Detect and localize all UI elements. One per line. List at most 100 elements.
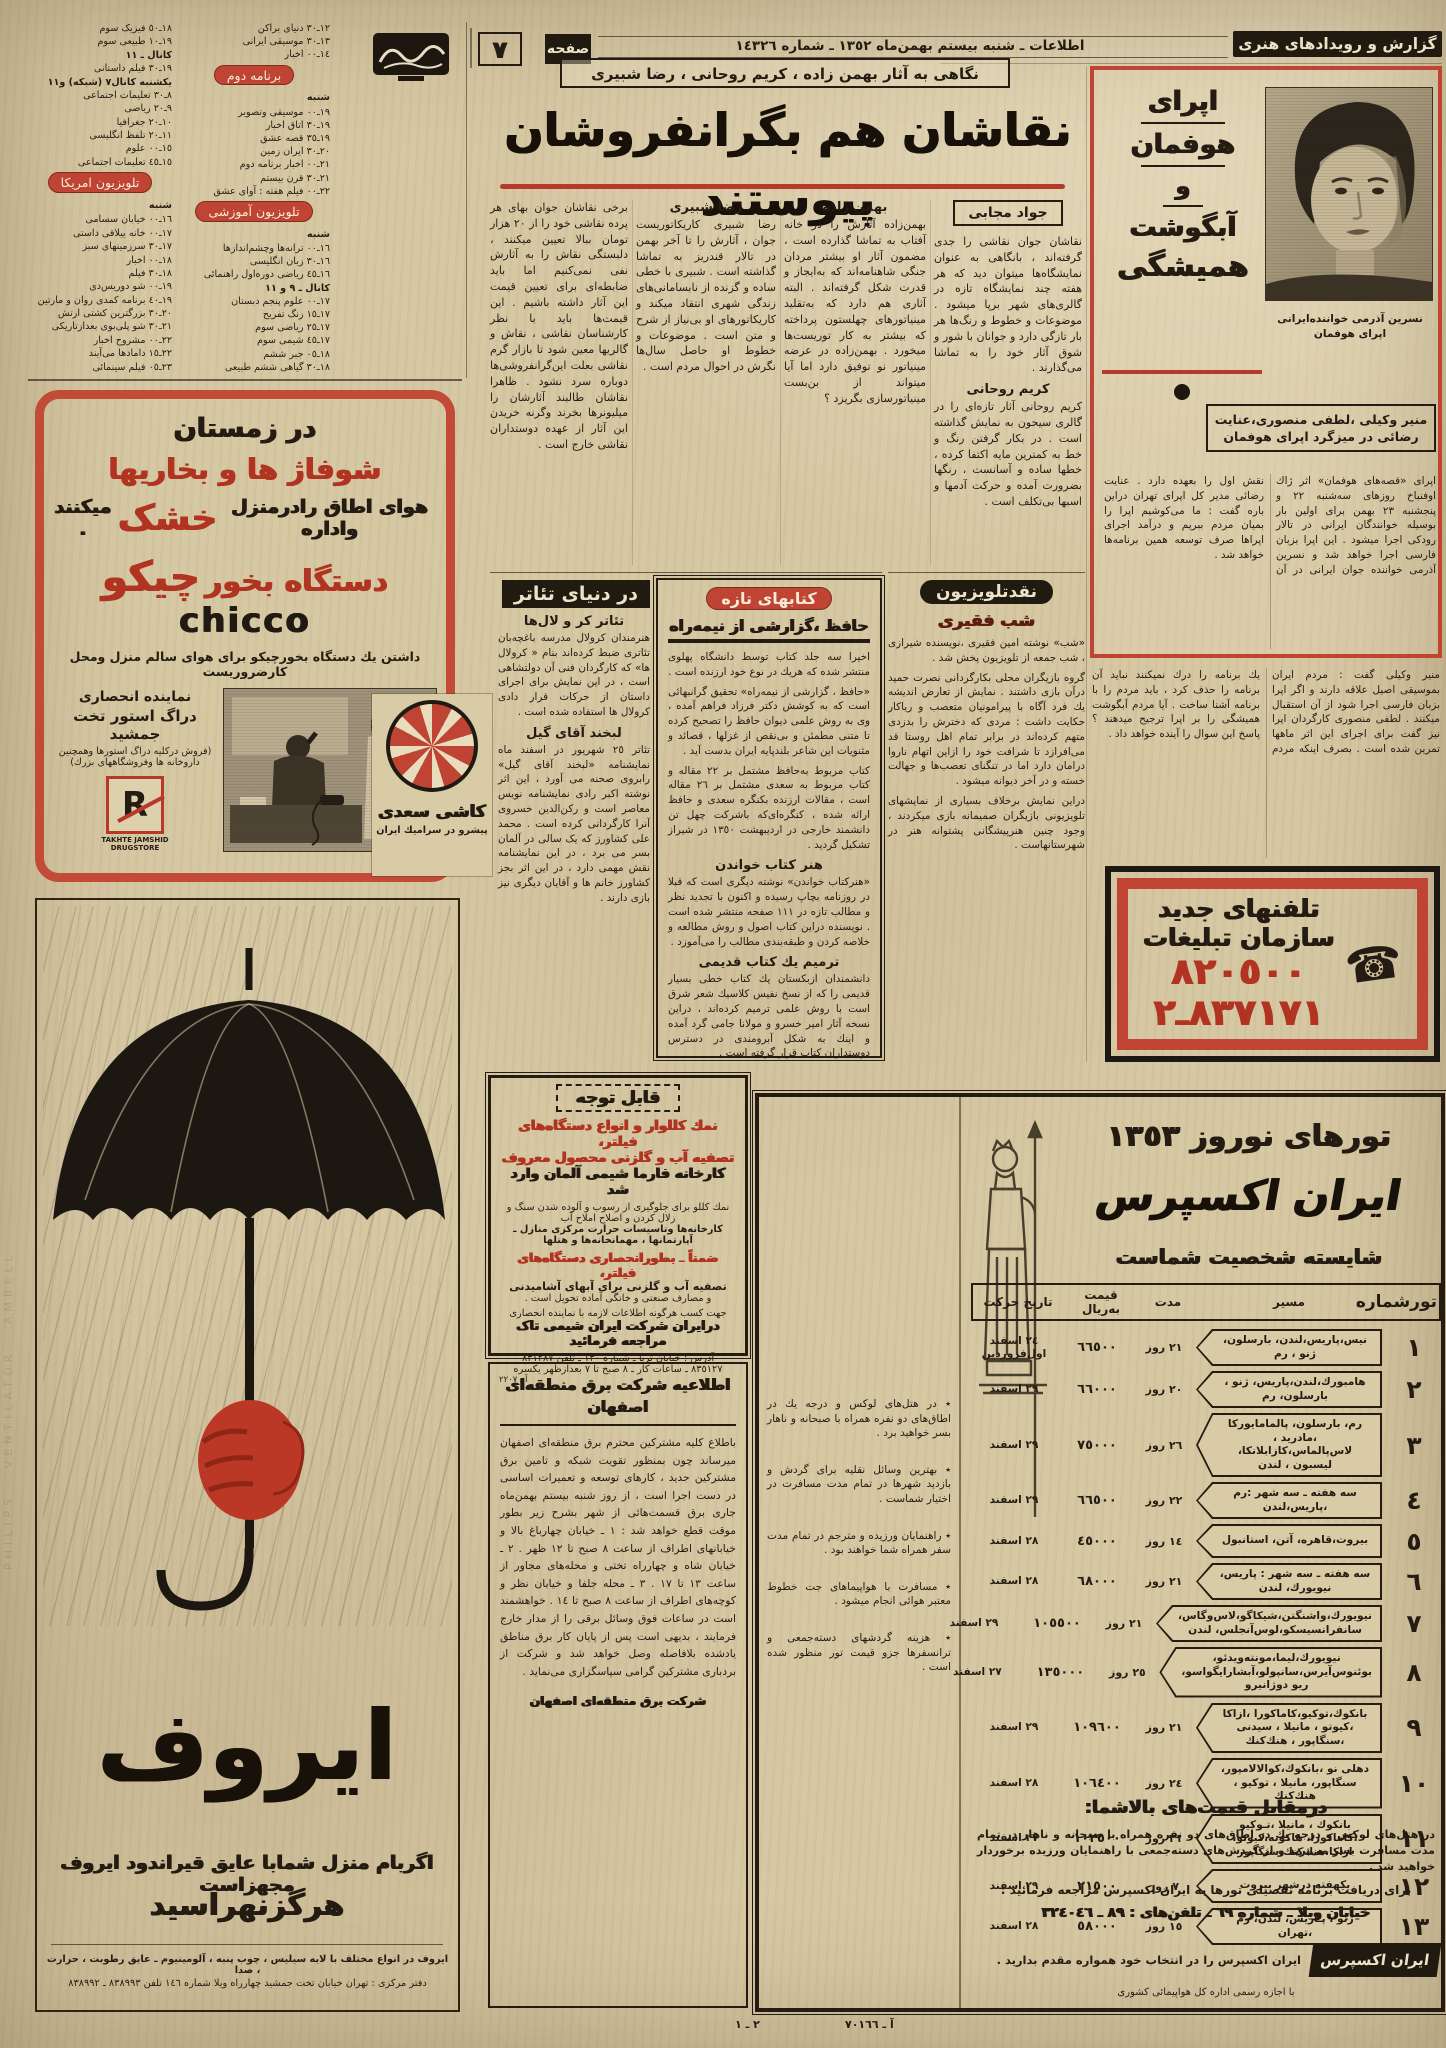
chem-line-bold: کارخانه فارما شیمی آلمان وارد شد bbox=[510, 1166, 726, 1198]
tv-listing-line: ١٥ـ٠٠ علوم bbox=[125, 143, 172, 155]
header-date: تاریخ حرکت bbox=[983, 1294, 1053, 1309]
tour-price: ٦٦٠٠٠ bbox=[1077, 1382, 1117, 1397]
tv-listing-line: ٨ـ٣٠ تعلیمات اجتماعی bbox=[83, 89, 172, 101]
tv-listing-line: ١٦ـ٤٥ ریاضی دوره‌اول راهنمائی bbox=[203, 269, 330, 281]
tour-days: ٢١ روز bbox=[1145, 1721, 1183, 1735]
books-paragraph: «حافظ ، گزارشی از نیمه‌راه» تحقیق گرانبه… bbox=[668, 685, 870, 757]
umbrella-illustration bbox=[53, 948, 445, 1611]
roundtable-note-box: منیر وکیلی ،لطفی منصوری،عنایت رضائی در م… bbox=[1206, 404, 1436, 452]
tv-listing-line: ٢١ـ٣٠ قرن بیستم bbox=[260, 172, 330, 184]
article-column-1: برخی نقاشان جوان بهای هر پرده نقاشی خود … bbox=[490, 201, 628, 451]
date-line: اطلاعات ـ شنبه بیستم بهمن‌ماه ١٣٥٢ ـ شما… bbox=[735, 38, 1085, 54]
tour-notes-list: ٭ در هتل‌های لوکس و درجه یك در اطاق‌های … bbox=[767, 1397, 951, 1697]
singer-photo bbox=[1266, 88, 1432, 300]
header-route: مسیر bbox=[1272, 1295, 1305, 1309]
tv-listing-line: ٢٠ـ٣٠ بزرگترین کشتی ارتش bbox=[57, 308, 172, 320]
tour-route-cell: نیویورك،لیما،مونته‌ویدئو، بوئنوس‌آیرس،سا… bbox=[1159, 1647, 1382, 1698]
route-arrow-shape: نیس،پاریس،لندن، بارسلون، ژنو ، رم bbox=[1196, 1329, 1382, 1366]
article-column-2: رضا شبیری رضا شبیری کاریکاتوریست جوان ، … bbox=[636, 200, 776, 568]
books-section-box: کتابهای تازه حافظ ،گزارشی از نیمه‌راه اخ… bbox=[653, 575, 885, 1061]
tour-route-text: بانکوك ، مانیلا ،تـوکیو ،کاماکورا، هاکون… bbox=[1198, 1815, 1380, 1862]
tour-date: ٢٨ اسفند bbox=[989, 1534, 1039, 1547]
tour-number: ١٣ bbox=[1398, 1912, 1430, 1941]
tour-note-item: ٭ هزینه گردشهای دسته‌جمعی و ترانسفرها جز… bbox=[767, 1631, 951, 1674]
bullet-dot bbox=[1174, 384, 1190, 400]
tv-listing-line: ١٧ـ١٥ زنگ تفریح bbox=[262, 308, 330, 320]
article-headline: نقاشان هم بگرانفروشان پیوستند bbox=[504, 103, 1072, 226]
tour-price: ١٠٢٥٠٠ bbox=[1073, 1831, 1121, 1847]
tv-schedule-column-second: ١٨ـ٥٠ فیزیک سوم ١٩ـ١٠ طبیعی سوم کانال ـ … bbox=[28, 22, 172, 374]
tour-days: ٢١ روز bbox=[1145, 1341, 1183, 1354]
tv-listing-line: ١٦ـ٣٠ زبان انگلیسی bbox=[249, 256, 330, 268]
tour-route-text: هامبورك،لندن،پاریس، ژنو ، بارسلون، رم bbox=[1198, 1373, 1380, 1406]
tour-days: ٢١ روز bbox=[1105, 1617, 1143, 1630]
tour-route-text: سه هفته ـ سه شهر :رم ،پاریس،لندن bbox=[1198, 1484, 1380, 1517]
tour-route-cell: بانکوك،توکیو،کاماکورا ،ازاکا ،کیوتو ، ما… bbox=[1196, 1702, 1382, 1753]
chicco-text-part: هوای اطاق رادرمنزل واداره bbox=[231, 496, 429, 540]
tv-listing-line: ١٥ـ٤٥ تعلیمات اجتماعی bbox=[77, 156, 172, 168]
route-arrow-shape: ژنو ، پـاریس، لندن، رم ،تهران bbox=[1196, 1908, 1382, 1945]
chem-line: تصفیه آب و گلزنی برای آبهای آشامیدنی bbox=[509, 1280, 727, 1293]
caption-line: نسرین آذرمی خواننده‌ایرانی bbox=[1277, 313, 1423, 325]
critic-paragraph: «شب» نوشته امین فقیری ،نویسنده شیرازی ، … bbox=[888, 637, 1085, 664]
chicco-line-winter: در زمستان bbox=[173, 413, 317, 444]
tour-contact-line: برای دریافت برنامه تفصیلی تورها به ایران… bbox=[1000, 1883, 1412, 1897]
tv-listing-line: ٢٢ـ٠٠ مشروح اخبار bbox=[93, 334, 172, 346]
chem-address: ٨٣٥١٢٧ ـ ساعات کار ـ ٨ صبح تا ٧ بعدازظهر… bbox=[513, 1364, 723, 1375]
tour-route-cell: ژنو ، پـاریس، لندن، رم ،تهران bbox=[1196, 1908, 1382, 1945]
tv-listing-line: ١٩ـ٣٠ اتاق اخبار bbox=[265, 119, 330, 131]
tour-days: ٢٥ روز bbox=[1109, 1665, 1146, 1679]
portrait-illustration bbox=[1266, 88, 1432, 300]
tour-price: ٦٦٥٠٠ bbox=[1077, 1493, 1117, 1508]
theater-subhead: تئاتر کر و لال‌ها bbox=[523, 614, 625, 629]
tv-listing-line: ٢١ـ٣٠ شو پلی‌بوی بعدازتاریکی bbox=[51, 321, 172, 333]
critic-paragraph: گروه بازیگران محلی بکارگردانی نصرت حمید … bbox=[888, 671, 1085, 788]
tv-listing-line: ١٩ـ١٠ طبیعی سوم bbox=[97, 36, 172, 48]
izoroof-slogan-main: هرگزنهراسید bbox=[149, 1888, 345, 1923]
title-word: هوفمان bbox=[1130, 129, 1236, 160]
tour-table-header-row: تورشماره مسیر مدت قیمت به‌ریال تاریخ حرک… bbox=[971, 1283, 1441, 1321]
section-banner: گزارش و رویدادهای هنری bbox=[1233, 31, 1442, 57]
tour-number: ٤ bbox=[1406, 1486, 1422, 1515]
tour-date: ٢٩ اسفند bbox=[989, 1383, 1039, 1395]
tv-listing-line: ١٨ـ٥٠ فیزیک سوم bbox=[99, 23, 172, 34]
chem-ad-header: قابل توجه bbox=[555, 1084, 681, 1112]
books-paragraph: کتاب مربوط به‌حافظ مشتمل بر ٢٢ مقاله و ک… bbox=[668, 764, 870, 851]
tv-listing-line: ١٩ـ٣٥ قصه عشق bbox=[260, 132, 330, 144]
tour-route-cell: بانکوك ، مانیلا ،تـوکیو ،کاماکورا، هاکون… bbox=[1196, 1813, 1382, 1864]
tour-date: ٢٨ اسفند bbox=[989, 1575, 1039, 1587]
tour-table-row: ٤ سه هفته ـ سه شهر :رم ،پاریس،لندن ٢٢ رو… bbox=[971, 1482, 1441, 1519]
tv-listing-line: ١٩ـ٠٠ موسیقی وتصویر bbox=[238, 106, 330, 118]
books-paragraph: دانشمندان ازبکستان یك کتاب خطی بسیار قدی… bbox=[668, 973, 870, 1060]
tour-route-cell: هامبورك،لندن،پاریس، ژنو ، بارسلون، رم bbox=[1196, 1371, 1382, 1408]
tour-price: ٤٥٠٠٠ bbox=[1077, 1533, 1117, 1549]
tour-number: ٦ bbox=[1406, 1567, 1422, 1596]
article-paragraph: نقاشان جوان نقاشی را جدی گرفته‌اند ، بان… bbox=[934, 235, 1082, 375]
tour-table-row: ٩ بانکوك،توکیو،کاماکورا ،ازاکا ،کیوتو ، … bbox=[971, 1702, 1441, 1753]
tour-number: ٧ bbox=[1406, 1609, 1422, 1638]
chicco-line-dry: هوای اطاق رادرمنزل واداره خشک میکنند . bbox=[54, 496, 436, 540]
tour-slogan: شایسته شخصیت شماست bbox=[1115, 1245, 1383, 1269]
chicco-distributor-block: نماینده انحصاری دراگ استور تخت جمشید (فر… bbox=[54, 689, 216, 852]
tv-critic-header: نقدتلویزیون bbox=[920, 580, 1053, 604]
izoroof-slogan: اگربام منزل شمابا عایق قیراندود ایروف مج… bbox=[60, 1852, 434, 1896]
tour-brand-line: ایران اکسپرس را در انتخاب خود همواره مقد… bbox=[996, 1953, 1301, 1967]
tour-price: ١٠٩٦٠٠ bbox=[1073, 1720, 1121, 1736]
tv-listing-line: ٢٢ـ١٥ دامادها می‌آیند bbox=[88, 348, 172, 360]
tour-table: تورشماره مسیر مدت قیمت به‌ریال تاریخ حرک… bbox=[950, 1283, 1441, 1950]
chicco-ad: در زمستان شوفاژ ها و بخاریها هوای اطاق ر… bbox=[35, 390, 455, 882]
caption-line: اپرای هوفمان bbox=[1313, 328, 1387, 340]
kashi-sadi-tagline: پیشرو در سرامیك ایران bbox=[376, 825, 488, 836]
tour-table-row: ١٢ یکهفته درشهر بیروت ٧ روز ٢١٥٠٠ ٢٩ اسف… bbox=[971, 1869, 1441, 1903]
tour-number: ٢ bbox=[1406, 1375, 1422, 1404]
chemical-ad: قابل توجه نمك کللوار و انواع دستگاه‌های … bbox=[485, 1072, 751, 1385]
phones-ad-text: تلفنهای جدید سازمان تبلیغات ٨٢٠٥٠٠ ٨٣٧١٧… bbox=[1143, 894, 1335, 1033]
article-column-3: بهمن زاده بهمن‌زاده آثارش را در خانه آفت… bbox=[784, 200, 926, 568]
tour-note-item: ٭ راهنمایان ورزیده و مترجم در تمام مدت س… bbox=[767, 1529, 951, 1557]
red-fist-icon bbox=[198, 1400, 305, 1520]
tour-date: ٢٩ اسفند bbox=[949, 1617, 999, 1629]
chem-line: نمك کللو برای جلوگیری از رسوب و آلوده شد… bbox=[506, 1202, 730, 1224]
article-paragraph: کریم روحانی آثار تازه‌ای را در گالری سیح… bbox=[934, 400, 1082, 508]
tour-days: ٢٦ روز bbox=[1145, 1438, 1183, 1452]
